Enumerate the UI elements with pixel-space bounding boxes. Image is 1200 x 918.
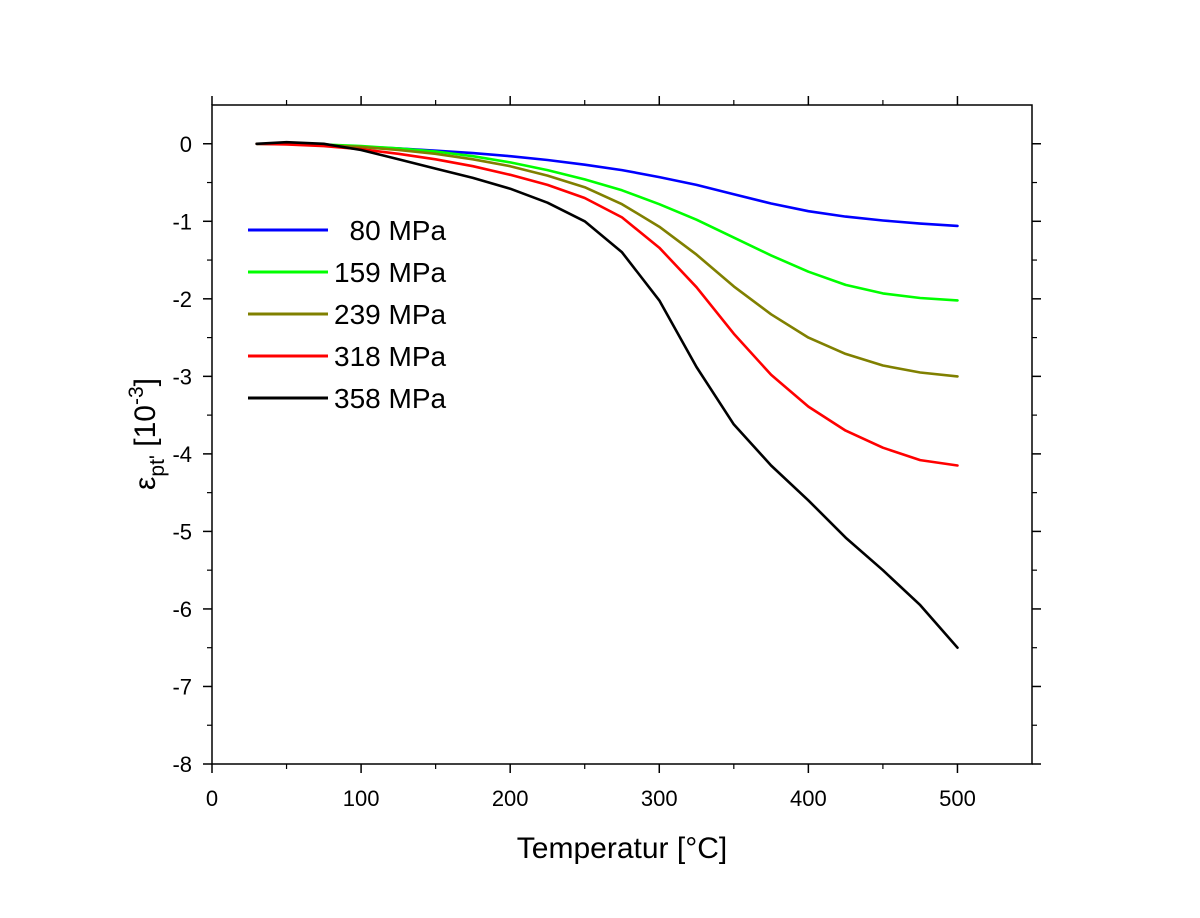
series-line-4 xyxy=(255,142,959,467)
y-tick-label: -2 xyxy=(172,287,192,312)
legend: 80 MPa 159 MPa 239 MPa 318 MPa 358 MPa xyxy=(248,215,446,414)
y-axis-title-unit-sup: -3 xyxy=(125,386,148,405)
x-tick-label: 300 xyxy=(641,786,678,811)
y-tick-label: -6 xyxy=(172,597,192,622)
legend-label-4: 318 MPa xyxy=(334,341,446,372)
y-tick-label: -3 xyxy=(172,364,192,389)
y-tick-label: -7 xyxy=(172,674,192,699)
y-tick-label: 0 xyxy=(180,132,192,157)
series-layer xyxy=(255,140,959,650)
x-tick-label: 100 xyxy=(343,786,380,811)
y-tick-label: -8 xyxy=(172,752,192,777)
x-tick-label: 400 xyxy=(790,786,827,811)
legend-label-3: 239 MPa xyxy=(334,299,446,330)
y-axis-title-base: ε xyxy=(129,477,162,490)
y-tick-label: -5 xyxy=(172,519,192,544)
x-tick-label: 200 xyxy=(492,786,529,811)
y-axis-title: εpt' [10-3] xyxy=(125,378,169,490)
plot-frame xyxy=(211,104,1033,765)
y-axis-title-unit-prefix: [10 xyxy=(129,405,162,455)
y-axis-title-unit-suffix: ] xyxy=(129,378,162,386)
y-tick-label: -4 xyxy=(172,442,192,467)
legend-label-2: 159 MPa xyxy=(334,257,446,288)
series-line-3 xyxy=(255,142,959,378)
y-tick-label: -1 xyxy=(172,209,192,234)
x-tick-label: 500 xyxy=(939,786,976,811)
x-axis-title: Temperatur [°C] xyxy=(517,832,727,865)
series-line-5 xyxy=(255,140,959,650)
axis-tick-labels: 0 100 200 300 400 500 0 -1 -2 -3 -4 -5 -6 -7 -8 xyxy=(172,132,975,811)
legend-label-1: 80 MPa xyxy=(334,215,446,246)
x-tick-label: 0 xyxy=(206,786,218,811)
axis-ticks xyxy=(203,96,1041,773)
legend-label-5: 358 MPa xyxy=(334,383,446,414)
y-axis-title-sub: pt' xyxy=(146,455,169,477)
